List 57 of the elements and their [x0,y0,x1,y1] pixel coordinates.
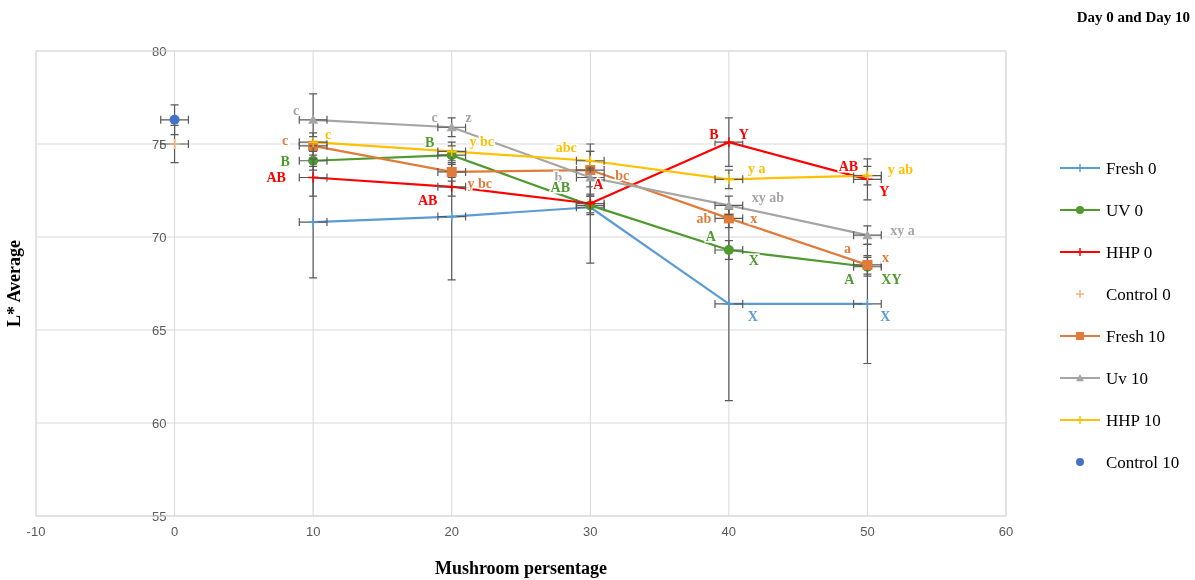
annotation: y bc [469,134,494,150]
annotation: Y [738,127,749,143]
annotation: A [705,229,717,245]
annotation: z [465,110,472,126]
annotation: X [880,308,891,324]
annotation: y bc [467,175,492,191]
y-axis-title: L* Average [4,239,24,328]
legend-label: HHP 0 [1106,243,1153,262]
annotation: ab [696,211,712,227]
y-tick-label: 80 [152,44,167,59]
x-tick-label: 40 [721,524,737,539]
annotation: c [431,110,438,126]
legend-label: Control 0 [1106,285,1171,304]
legend-label: Uv 10 [1106,369,1149,388]
annotation: bc [615,168,630,184]
annotation: c [325,127,332,143]
annotation: AB [417,192,438,208]
annotation: x [750,211,758,227]
x-tick-label: 30 [583,524,598,539]
annotation: xy ab [751,190,785,206]
legend-label: HHP 10 [1106,411,1161,430]
annotation: X [748,253,759,269]
y-tick-label: 60 [152,416,167,431]
annotation: A [844,271,856,287]
legend-label: Fresh 0 [1106,159,1157,178]
annotation: y ab [887,161,914,177]
annotation: c [293,102,300,118]
annotation: A [593,176,605,192]
x-tick-label: 20 [444,524,459,539]
annotation: Y [879,184,890,200]
annotation: xy a [890,223,915,239]
x-tick-label: -10 [26,524,46,539]
annotation: abc [555,139,577,155]
x-tick-label: 0 [170,524,179,539]
annotation: XY [881,271,902,287]
annotation: AB [838,159,859,175]
y-tick-label: 70 [152,230,167,245]
text: Day 0 and Day 10 [1076,9,1190,25]
legend-label: UV 0 [1106,201,1143,220]
x-tick-label: 10 [305,524,321,539]
legend-label: Control 10 [1106,453,1180,472]
annotation: B [280,153,290,169]
y-tick-label: 55 [152,509,167,524]
x-tick-label: 50 [860,524,875,539]
y-tick-label: 65 [152,323,167,338]
annotation: AB [266,170,286,186]
annotation: y a [748,161,766,177]
y-tick-label: 75 [152,137,167,152]
annotation: x [881,249,889,265]
legend-label: Fresh 10 [1106,327,1166,346]
annotation: B [425,135,435,151]
annotation: c [282,132,289,148]
x-axis-title: Mushroom persentage [434,558,608,578]
annotation: X [747,308,758,324]
annotation: B [709,127,719,143]
x-tick-label: 60 [998,524,1014,539]
annotation: a [843,240,851,256]
